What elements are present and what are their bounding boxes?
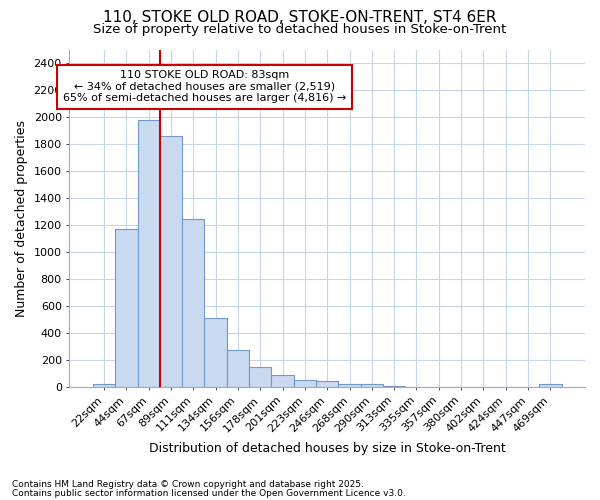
- Bar: [316, 381, 338, 387]
- Text: 110, STOKE OLD ROAD, STOKE-ON-TRENT, ST4 6ER: 110, STOKE OLD ROAD, STOKE-ON-TRENT, ST4…: [103, 10, 497, 25]
- Bar: [160, 136, 182, 387]
- Bar: [115, 228, 137, 387]
- Y-axis label: Number of detached properties: Number of detached properties: [15, 120, 28, 317]
- Bar: [383, 386, 406, 387]
- Bar: [539, 384, 562, 387]
- Text: Contains HM Land Registry data © Crown copyright and database right 2025.: Contains HM Land Registry data © Crown c…: [12, 480, 364, 489]
- Bar: [249, 367, 271, 387]
- Bar: [271, 375, 294, 387]
- Bar: [205, 318, 227, 387]
- Text: Size of property relative to detached houses in Stoke-on-Trent: Size of property relative to detached ho…: [94, 22, 506, 36]
- Bar: [227, 350, 249, 387]
- Bar: [137, 120, 160, 387]
- Bar: [338, 384, 361, 387]
- Bar: [361, 384, 383, 387]
- Text: 110 STOKE OLD ROAD: 83sqm
← 34% of detached houses are smaller (2,519)
65% of se: 110 STOKE OLD ROAD: 83sqm ← 34% of detac…: [63, 70, 346, 103]
- Bar: [294, 380, 316, 387]
- Text: Contains public sector information licensed under the Open Government Licence v3: Contains public sector information licen…: [12, 488, 406, 498]
- Bar: [182, 219, 205, 387]
- X-axis label: Distribution of detached houses by size in Stoke-on-Trent: Distribution of detached houses by size …: [149, 442, 506, 455]
- Bar: [93, 384, 115, 387]
